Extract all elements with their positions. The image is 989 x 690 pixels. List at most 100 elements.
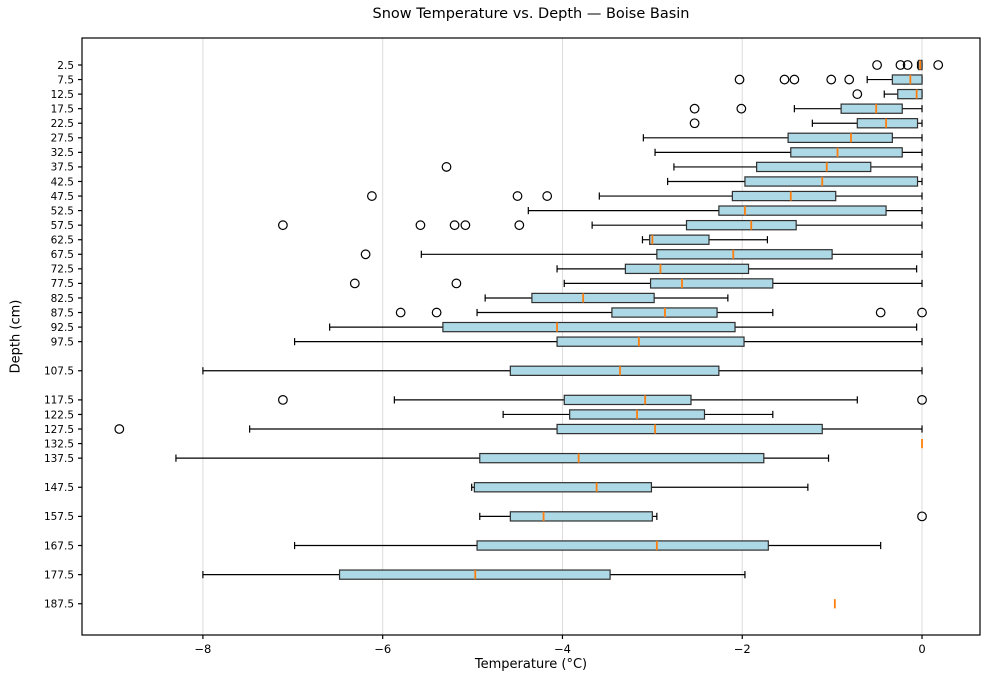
y-tick-label: 32.5 bbox=[51, 147, 74, 159]
y-tick-label: 127.5 bbox=[44, 424, 74, 436]
box-row-37.5-box bbox=[756, 161, 872, 173]
box-row-77.5-box bbox=[649, 278, 774, 289]
box-row-137.5-box bbox=[479, 452, 765, 464]
box-row-7.5-flier bbox=[779, 74, 790, 85]
box-row-2.5-flier bbox=[872, 60, 882, 70]
y-tick-label: 177.5 bbox=[44, 569, 74, 581]
box-row-47.5-flier bbox=[542, 191, 553, 201]
y-tick-label: 17.5 bbox=[51, 103, 74, 115]
box-row-17.5-flier bbox=[689, 103, 700, 114]
y-tick-label: 37.5 bbox=[51, 162, 74, 174]
y-tick-label: 12.5 bbox=[51, 89, 74, 101]
y-tick-label: 82.5 bbox=[51, 293, 74, 305]
y-tick-label: 2.5 bbox=[57, 60, 74, 72]
axes-spines bbox=[81, 37, 981, 636]
box-row-7.5-flier bbox=[789, 74, 800, 85]
box-row-82.5-box bbox=[531, 292, 655, 304]
y-tick-label: 117.5 bbox=[44, 395, 74, 407]
x-axis-label: Temperature (°C) bbox=[474, 657, 588, 672]
y-tick-label: 47.5 bbox=[51, 191, 74, 203]
box-row-67.5-box bbox=[656, 249, 833, 260]
y-tick-label: 167.5 bbox=[44, 540, 74, 552]
y-tick-label: 132.5 bbox=[44, 438, 74, 450]
box-row-77.5-flier bbox=[349, 278, 360, 289]
box-row-157.5-box bbox=[509, 511, 653, 522]
box-row-87.5-flier bbox=[875, 307, 886, 318]
box-row-92.5-box bbox=[442, 321, 736, 333]
y-tick-label: 7.5 bbox=[57, 74, 74, 86]
box-row-57.5-flier bbox=[415, 220, 426, 231]
box-row-57.5-flier bbox=[449, 220, 460, 231]
x-tick-label: −4 bbox=[554, 642, 571, 656]
box-row-17.5-box bbox=[840, 103, 903, 114]
box-row-67.5-flier bbox=[360, 249, 371, 260]
y-tick-label: 22.5 bbox=[51, 118, 74, 130]
box-row-52.5-box bbox=[718, 205, 887, 216]
y-tick-label: 52.5 bbox=[51, 205, 74, 217]
box-row-47.5-flier bbox=[512, 191, 523, 201]
chart-title: Snow Temperature vs. Depth — Boise Basin bbox=[372, 6, 690, 22]
box-row-22.5-flier bbox=[689, 118, 700, 129]
x-tick-label: −6 bbox=[374, 642, 391, 656]
box-row-47.5-box bbox=[731, 190, 837, 202]
box-row-12.5-box bbox=[897, 88, 923, 100]
box-row-57.5-box bbox=[685, 219, 797, 231]
box-row-37.5-flier bbox=[441, 162, 452, 172]
box-row-87.5-flier bbox=[395, 307, 406, 318]
box-row-2.5-flier bbox=[933, 60, 944, 70]
box-row-157.5-flier bbox=[917, 511, 927, 522]
box-row-77.5-flier bbox=[451, 278, 462, 289]
y-tick-label: 97.5 bbox=[51, 336, 74, 348]
box-row-87.5-flier bbox=[431, 307, 442, 318]
x-tick-label: −8 bbox=[194, 642, 211, 656]
y-tick-label: 187.5 bbox=[44, 599, 74, 611]
box-row-7.5-flier bbox=[734, 74, 745, 85]
y-tick-label: 137.5 bbox=[44, 453, 74, 465]
box-row-107.5-box bbox=[509, 365, 720, 376]
x-tick-label: 0 bbox=[918, 642, 925, 656]
box-row-17.5-flier bbox=[736, 103, 747, 114]
box-row-32.5-box bbox=[790, 147, 903, 158]
y-tick-label: 147.5 bbox=[44, 482, 74, 494]
box-row-62.5-box bbox=[649, 234, 710, 245]
y-tick-label: 122.5 bbox=[44, 409, 74, 421]
y-tick-label: 157.5 bbox=[44, 511, 74, 523]
y-tick-label: 42.5 bbox=[51, 176, 74, 188]
box-row-7.5-flier bbox=[826, 74, 837, 85]
y-tick-label: 87.5 bbox=[51, 307, 74, 319]
box-row-57.5-flier bbox=[278, 220, 288, 231]
y-tick-label: 67.5 bbox=[51, 249, 74, 261]
box-row-42.5-box bbox=[744, 176, 919, 187]
box-row-117.5-flier bbox=[917, 394, 927, 405]
y-tick-label: 62.5 bbox=[51, 235, 74, 247]
box-row-167.5-box bbox=[476, 540, 769, 551]
box-row-27.5-box bbox=[787, 132, 893, 144]
box-row-72.5-box bbox=[624, 263, 750, 275]
y-tick-label: 107.5 bbox=[44, 366, 74, 378]
box-row-57.5-flier bbox=[460, 220, 471, 231]
box-row-7.5-box bbox=[891, 74, 923, 85]
y-tick-label: 77.5 bbox=[51, 278, 74, 290]
y-tick-label: 72.5 bbox=[51, 264, 74, 276]
box-row-7.5-flier bbox=[844, 74, 855, 85]
y-axis-label: Depth (cm) bbox=[8, 299, 24, 374]
box-row-47.5-flier bbox=[366, 191, 377, 201]
box-row-57.5-flier bbox=[514, 220, 525, 231]
box-row-147.5-box bbox=[473, 482, 653, 493]
box-row-22.5-box bbox=[856, 118, 919, 129]
y-tick-label: 27.5 bbox=[51, 133, 74, 145]
box-row-97.5-box bbox=[556, 336, 745, 347]
box-row-127.5-box bbox=[556, 423, 823, 435]
box-row-2.5-flier bbox=[902, 60, 913, 70]
y-tick-label: 92.5 bbox=[51, 322, 74, 334]
box-row-2.5-flier bbox=[895, 60, 906, 70]
box-row-117.5-box bbox=[563, 394, 692, 406]
box-row-117.5-flier bbox=[278, 394, 288, 405]
box-row-12.5-flier bbox=[852, 89, 863, 100]
box-row-87.5-flier bbox=[917, 307, 927, 318]
box-row-127.5-flier bbox=[114, 424, 125, 434]
y-tick-label: 57.5 bbox=[51, 220, 74, 232]
x-tick-label: −2 bbox=[734, 642, 751, 656]
